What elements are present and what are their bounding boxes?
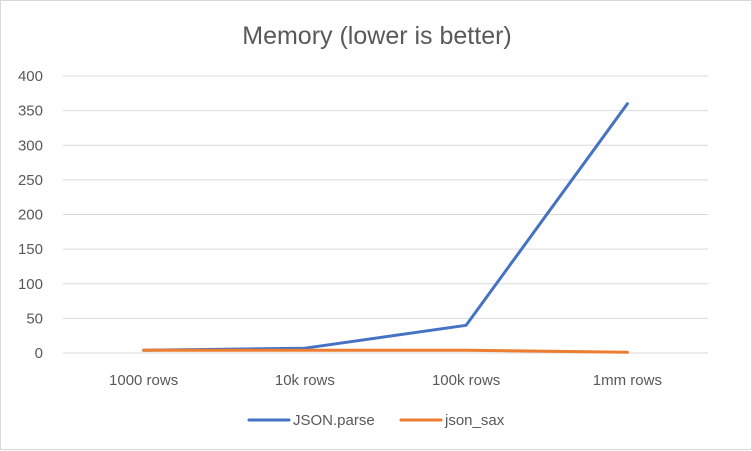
y-tick-label: 200	[18, 207, 43, 224]
chart-title: Memory (lower is better)	[242, 22, 512, 50]
y-tick-label: 350	[18, 103, 43, 120]
y-tick-label: 250	[18, 172, 43, 189]
y-tick-label: 300	[18, 137, 43, 154]
y-tick-label: 0	[35, 345, 43, 362]
legend-label: JSON.parse	[293, 412, 375, 429]
y-tick-label: 150	[18, 241, 43, 258]
y-tick-label: 50	[26, 310, 43, 327]
series-line-json-sax	[144, 350, 628, 352]
x-tick-label: 10k rows	[275, 372, 335, 389]
legend-label: json_sax	[444, 412, 505, 429]
legend: JSON.parse json_sax	[249, 412, 505, 429]
series-lines	[144, 104, 628, 353]
x-tick-label: 100k rows	[432, 372, 500, 389]
y-tick-label: 400	[18, 68, 43, 85]
gridlines	[63, 76, 708, 318]
y-tick-label: 100	[18, 276, 43, 293]
series-line-json-parse	[144, 104, 628, 351]
x-tick-label: 1mm rows	[593, 372, 662, 389]
x-tick-label: 1000 rows	[109, 372, 178, 389]
